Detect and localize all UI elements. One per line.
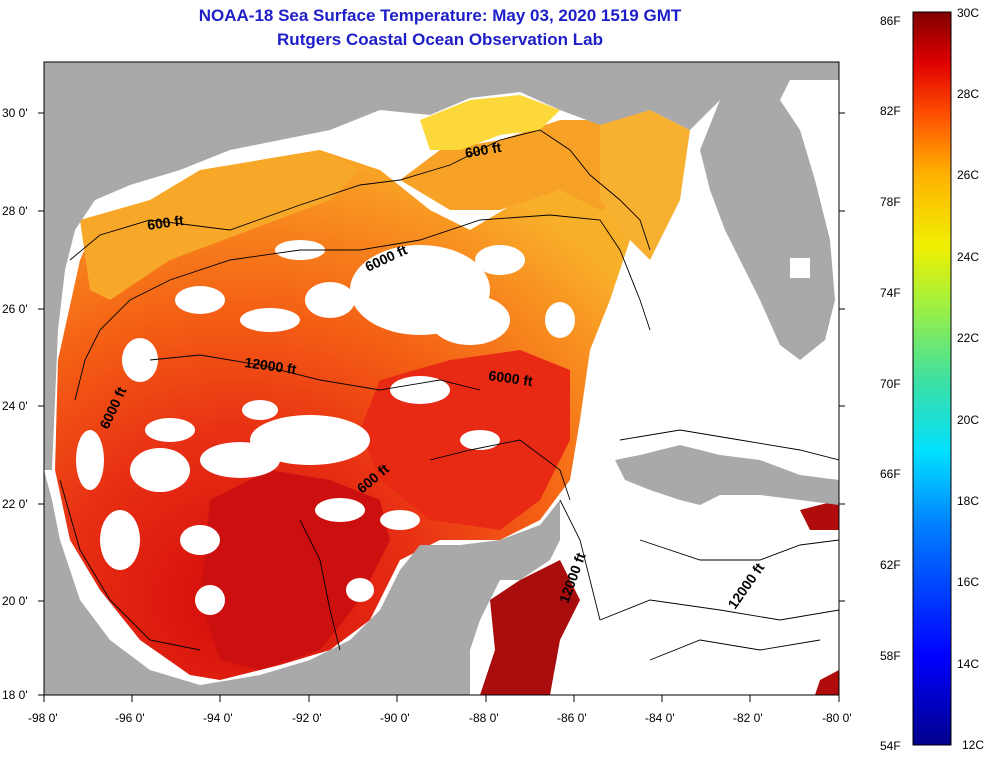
colorbar-f-label: 58F	[880, 649, 901, 663]
y-tick-label: 22 0'	[2, 497, 28, 511]
colorbar-c-label: 26C	[957, 168, 980, 182]
land-cuba	[615, 445, 839, 505]
x-tick-label: -82 0'	[733, 711, 763, 725]
x-tick-label: -86 0'	[557, 711, 587, 725]
contour-cuba-south	[639, 539, 839, 561]
x-tick-label: -84 0'	[645, 711, 675, 725]
contour-caribbean	[649, 639, 821, 661]
colorbar-f-label: 82F	[880, 104, 901, 118]
contour-label-6000ft-east: 6000 ft	[488, 367, 534, 389]
colorbar-c-label: 14C	[957, 657, 980, 671]
contour-cuba-north	[619, 429, 839, 461]
sst-caribbean-channel	[480, 560, 580, 695]
contour-6000ft-southwest	[59, 479, 201, 651]
colorbar-c-label: 24C	[957, 250, 980, 264]
contour-6000ft-west	[74, 214, 651, 401]
y-tick-label: 18 0'	[2, 688, 28, 702]
sst-nearshore-yellow	[420, 95, 560, 150]
x-tick-label: -90 0'	[380, 711, 410, 725]
contour-12000ft	[149, 354, 481, 391]
y-tick-label: 24 0'	[2, 399, 28, 413]
colorbar-c-label: 22C	[957, 331, 980, 345]
y-axis	[38, 112, 845, 696]
contour-600ft-yucatan	[299, 519, 341, 651]
colorbar-c-label: 20C	[957, 413, 980, 427]
colorbar-c-label: 18C	[957, 494, 980, 508]
y-axis-labels: 30 0' 28 0' 26 0' 24 0' 22 0' 20 0' 18 0…	[2, 106, 28, 702]
land-florida	[700, 100, 835, 360]
colorbar	[912, 11, 952, 746]
colorbar-c-label: 12C	[962, 738, 985, 752]
land-areas	[44, 62, 839, 695]
cloud-patches	[76, 240, 575, 615]
x-tick-label: -88 0'	[469, 711, 499, 725]
sst-west-florida-shelf	[600, 110, 690, 260]
sst-nw-shelf	[80, 150, 360, 300]
contour-cayman	[599, 599, 839, 621]
y-tick-label: 30 0'	[2, 106, 28, 120]
map-title: NOAA-18 Sea Surface Temperature: May 03,…	[198, 6, 682, 25]
sst-southeast-patch	[815, 670, 839, 695]
colorbar-f-label: 66F	[880, 467, 901, 481]
y-tick-label: 20 0'	[2, 594, 28, 608]
colorbar-f-label: 86F	[880, 14, 901, 28]
colorbar-f-label: 70F	[880, 377, 901, 391]
y-tick-label: 26 0'	[2, 302, 28, 316]
land-yucatan	[500, 500, 560, 580]
contour-label-600ft-north: 600 ft	[464, 139, 503, 161]
colorbar-f-label: 74F	[880, 286, 901, 300]
colorbar-c-label: 16C	[957, 575, 980, 589]
contour-label-600ft-west: 600 ft	[146, 212, 185, 233]
colorbar-c-label: 30C	[957, 6, 980, 20]
x-tick-label: -94 0'	[203, 711, 233, 725]
map-frame	[43, 61, 840, 696]
sst-caribbean-patch	[800, 500, 839, 530]
x-tick-label: -96 0'	[115, 711, 145, 725]
x-tick-label: -98 0'	[28, 711, 58, 725]
sst-northern-gulf	[400, 120, 660, 210]
colorbar-c-label: 28C	[957, 87, 980, 101]
contour-600ft-north	[69, 129, 651, 261]
contour-yucatan-channel	[559, 499, 601, 621]
x-tick-label: -80 0'	[822, 711, 852, 725]
colorbar-f-label: 62F	[880, 558, 901, 572]
x-tick-label: -92 0'	[292, 711, 322, 725]
colorbar-f-label: 54F	[880, 739, 901, 753]
lake-okeechobee	[790, 258, 810, 278]
map-subtitle: Rutgers Coastal Ocean Observation Lab	[277, 30, 603, 49]
land-us-gulf-coast	[44, 62, 839, 470]
contour-label-12000ft: 12000 ft	[244, 354, 298, 377]
contour-6000ft-east	[429, 439, 571, 501]
bathymetry-contours	[59, 129, 839, 661]
colorbar-f-label: 78F	[880, 195, 901, 209]
y-tick-label: 28 0'	[2, 204, 28, 218]
x-axis	[43, 695, 840, 702]
land-mexico	[44, 470, 510, 695]
x-axis-labels: -98 0' -96 0' -94 0' -92 0' -90 0' -88 0…	[28, 711, 852, 725]
